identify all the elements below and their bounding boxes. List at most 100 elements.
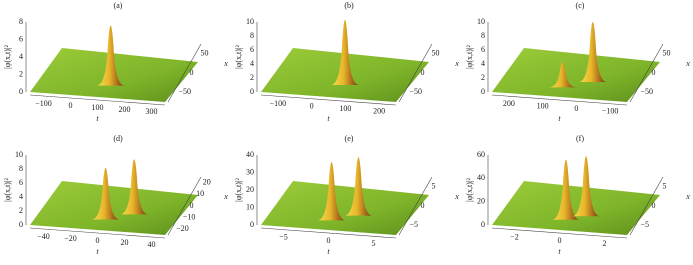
x-tick-label: 20 (203, 178, 211, 187)
x-tick-label: 0 (421, 201, 425, 210)
z-tick-label: 10 (246, 202, 254, 211)
t-tick-label: 100 (92, 103, 104, 112)
x-tick-label: −50 (179, 87, 192, 96)
surface-peak (551, 159, 580, 220)
x-axis-label: x (223, 59, 228, 68)
t-tick-label: 0 (310, 102, 314, 111)
t-axis (29, 227, 166, 239)
z-axis-label: |φ(x,t)|² (234, 178, 243, 202)
z-tick-label: 10 (477, 17, 485, 26)
x-axis (167, 176, 202, 236)
z-tick-label: 0 (19, 220, 23, 229)
x-tick-label: −5 (641, 220, 650, 229)
t-tick-label: 5 (372, 239, 376, 248)
t-tick-label: 200 (119, 105, 131, 114)
z-tick-label: 20 (246, 185, 254, 194)
panel-label: (c) (576, 1, 585, 10)
x-tick-label: −10 (183, 212, 196, 221)
t-axis-label: t (558, 114, 561, 123)
t-tick-label: 20 (121, 238, 129, 247)
t-tick-label: 2 (603, 239, 607, 248)
surface-plane (492, 48, 660, 102)
z-axis-label: |φ(x,t)|² (3, 178, 12, 202)
surface-peak (572, 156, 601, 217)
t-axis-label: t (558, 247, 561, 256)
surface-peak (120, 159, 149, 215)
z-axis-label: |φ(x,t)|² (465, 45, 474, 69)
z-tick-label: 0 (19, 87, 23, 96)
surface-peak (344, 157, 373, 216)
z-tick-label: 6 (19, 178, 23, 187)
surface-peak (578, 21, 607, 82)
surface-peak (317, 161, 346, 221)
z-tick-label: 0 (481, 87, 485, 96)
z-axis-label: |φ(x,t)|² (465, 178, 474, 202)
panel-label: (d) (113, 134, 123, 143)
x-tick-label: 0 (190, 68, 194, 77)
z-tick-label: 8 (250, 31, 254, 40)
t-tick-label: 300 (146, 107, 158, 116)
x-tick-label: −50 (641, 87, 654, 96)
z-tick-label: 30 (246, 167, 254, 176)
z-tick-label: 2 (481, 73, 485, 82)
x-tick-label: 10 (196, 189, 204, 198)
t-tick-label: −100 (270, 99, 287, 108)
x-tick-label: −20 (176, 224, 189, 233)
surface-peak (91, 167, 120, 220)
x-axis-label: x (685, 59, 690, 68)
x-tick-label: −5 (410, 220, 419, 229)
t-axis (491, 94, 628, 106)
t-tick-label: −100 (602, 107, 619, 116)
surface-plane (30, 181, 198, 235)
z-tick-label: 8 (19, 164, 23, 173)
t-tick-label: 100 (339, 104, 351, 113)
t-axis (29, 94, 166, 106)
z-tick-label: 0 (250, 220, 254, 229)
z-tick-label: 4 (19, 192, 23, 201)
z-tick-label: 8 (481, 31, 485, 40)
z-tick-label: 8 (19, 17, 23, 26)
t-tick-label: 200 (373, 107, 385, 116)
z-tick-label: 6 (19, 34, 23, 43)
x-tick-label: 50 (663, 48, 671, 57)
x-tick-label: −50 (410, 87, 423, 96)
panel-label: (b) (344, 1, 354, 10)
x-tick-label: 0 (652, 201, 656, 210)
t-tick-label: −100 (35, 99, 52, 108)
t-axis-label: t (96, 114, 99, 123)
z-tick-label: 6 (250, 45, 254, 54)
t-axis (260, 94, 397, 106)
z-tick-label: 2 (19, 206, 23, 215)
x-tick-label: 0 (190, 201, 194, 210)
x-axis (398, 43, 433, 103)
t-axis (260, 227, 397, 239)
x-axis (398, 176, 433, 236)
z-axis-label: |φ(x,t)|² (3, 45, 12, 69)
x-axis (629, 176, 664, 236)
t-tick-label: −40 (37, 232, 50, 241)
t-tick-label: 40 (148, 240, 156, 249)
z-tick-label: 4 (19, 52, 23, 61)
x-tick-label: 0 (652, 68, 656, 77)
t-axis-label: t (327, 114, 330, 123)
t-tick-label: 0 (327, 236, 331, 245)
t-tick-label: 0 (96, 236, 100, 245)
x-axis-label: x (454, 192, 459, 201)
x-axis-label: x (223, 192, 228, 201)
surface-peak (331, 19, 359, 86)
t-tick-label: 0 (558, 236, 562, 245)
z-tick-label: 10 (15, 150, 23, 159)
z-tick-label: 0 (481, 220, 485, 229)
z-tick-label: 4 (250, 59, 254, 68)
x-axis-label: x (685, 192, 690, 201)
panel-label: (f) (576, 134, 584, 143)
surface-plane (492, 181, 660, 235)
x-tick-label: 5 (663, 181, 667, 190)
t-tick-label: 200 (503, 99, 515, 108)
t-axis (491, 227, 628, 239)
surface-peak (548, 62, 577, 88)
t-tick-label: 0 (69, 101, 73, 110)
x-axis (629, 43, 664, 103)
z-tick-label: 0 (250, 87, 254, 96)
